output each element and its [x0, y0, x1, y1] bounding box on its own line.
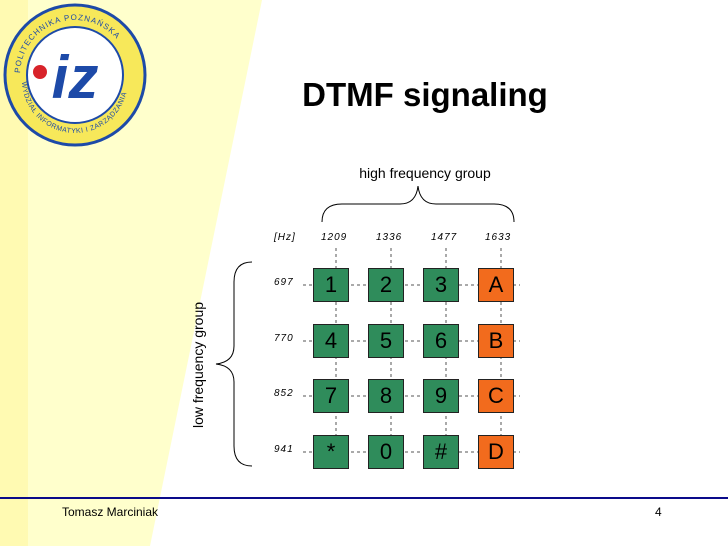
- footer-author: Tomasz Marciniak: [62, 505, 159, 519]
- key-6: 6: [423, 324, 459, 358]
- logo-red-dot: [33, 65, 47, 79]
- page-number: 4: [655, 505, 662, 519]
- key-8: 8: [368, 379, 404, 413]
- low-frequency-852: 852: [274, 388, 294, 399]
- key-7: 7: [313, 379, 349, 413]
- key-4: 4: [313, 324, 349, 358]
- logo-monogram: iz: [52, 44, 99, 111]
- key-c: C: [478, 379, 514, 413]
- key-5: 5: [368, 324, 404, 358]
- key-star: *: [313, 435, 349, 469]
- low-frequency-770: 770: [274, 333, 294, 344]
- slide-title: DTMF signaling: [302, 76, 548, 113]
- key-0: 0: [368, 435, 404, 469]
- unit-label: [Hz]: [274, 232, 296, 243]
- key-hash: #: [423, 435, 459, 469]
- key-b: B: [478, 324, 514, 358]
- key-9: 9: [423, 379, 459, 413]
- high-frequency-lines: [335, 248, 502, 470]
- high-frequency-group-label: high frequency group: [359, 165, 491, 181]
- key-d: D: [478, 435, 514, 469]
- low-frequency-697: 697: [274, 277, 294, 288]
- high-frequency-1336: 1336: [376, 232, 403, 243]
- low-frequency-941: 941: [274, 444, 294, 455]
- high-group-brace: [321, 185, 515, 223]
- key-3: 3: [423, 268, 459, 302]
- low-group-brace: [215, 261, 253, 467]
- high-frequency-1477: 1477: [431, 232, 458, 243]
- footer-divider: [0, 497, 728, 499]
- high-frequency-1633: 1633: [485, 232, 512, 243]
- university-logo: POLITECHNIKA POZNAŃSKA WYDZIAŁ INFORMATY…: [3, 3, 147, 147]
- key-a: A: [478, 268, 514, 302]
- key-2: 2: [368, 268, 404, 302]
- key-1: 1: [313, 268, 349, 302]
- high-frequency-1209: 1209: [321, 232, 348, 243]
